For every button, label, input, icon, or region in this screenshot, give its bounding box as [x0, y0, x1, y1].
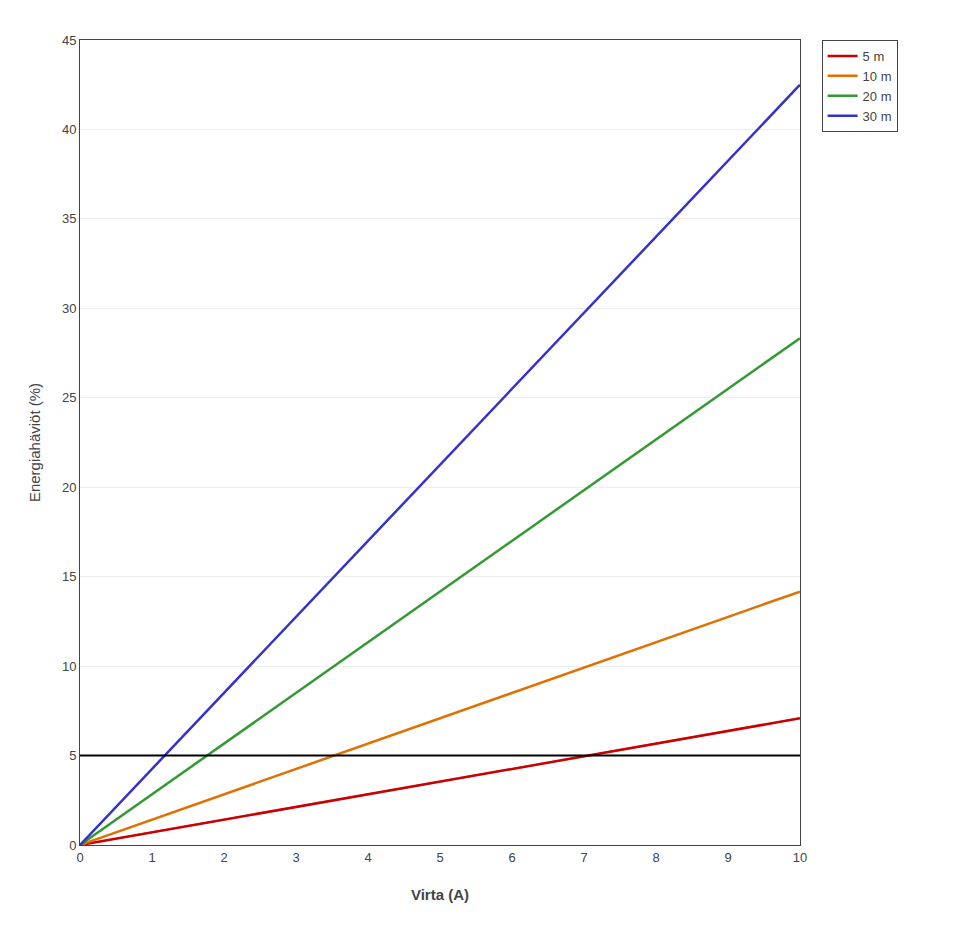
svg-text:35: 35: [62, 211, 76, 226]
svg-text:10: 10: [62, 659, 76, 674]
svg-text:3: 3: [292, 850, 299, 865]
svg-text:40: 40: [62, 122, 76, 137]
svg-text:4: 4: [364, 850, 371, 865]
svg-text:30: 30: [62, 301, 76, 316]
svg-text:Energiahäviöt (%): Energiahäviöt (%): [26, 383, 43, 502]
svg-text:15: 15: [62, 569, 76, 584]
svg-text:20 m: 20 m: [863, 89, 892, 104]
svg-text:0: 0: [69, 838, 76, 853]
svg-text:0: 0: [76, 850, 83, 865]
svg-text:10: 10: [793, 850, 807, 865]
svg-text:2: 2: [220, 850, 227, 865]
svg-text:1: 1: [148, 850, 155, 865]
svg-text:9: 9: [724, 850, 731, 865]
svg-text:30 m: 30 m: [863, 109, 892, 124]
svg-text:Virta (A): Virta (A): [411, 886, 469, 903]
svg-text:5 m: 5 m: [863, 49, 885, 64]
svg-text:20: 20: [62, 480, 76, 495]
svg-text:6: 6: [508, 850, 515, 865]
svg-text:5: 5: [436, 850, 443, 865]
svg-text:7: 7: [580, 850, 587, 865]
svg-text:25: 25: [62, 390, 76, 405]
svg-text:5: 5: [69, 748, 76, 763]
svg-text:8: 8: [652, 850, 659, 865]
svg-text:45: 45: [62, 33, 76, 48]
svg-text:10 m: 10 m: [863, 69, 892, 84]
